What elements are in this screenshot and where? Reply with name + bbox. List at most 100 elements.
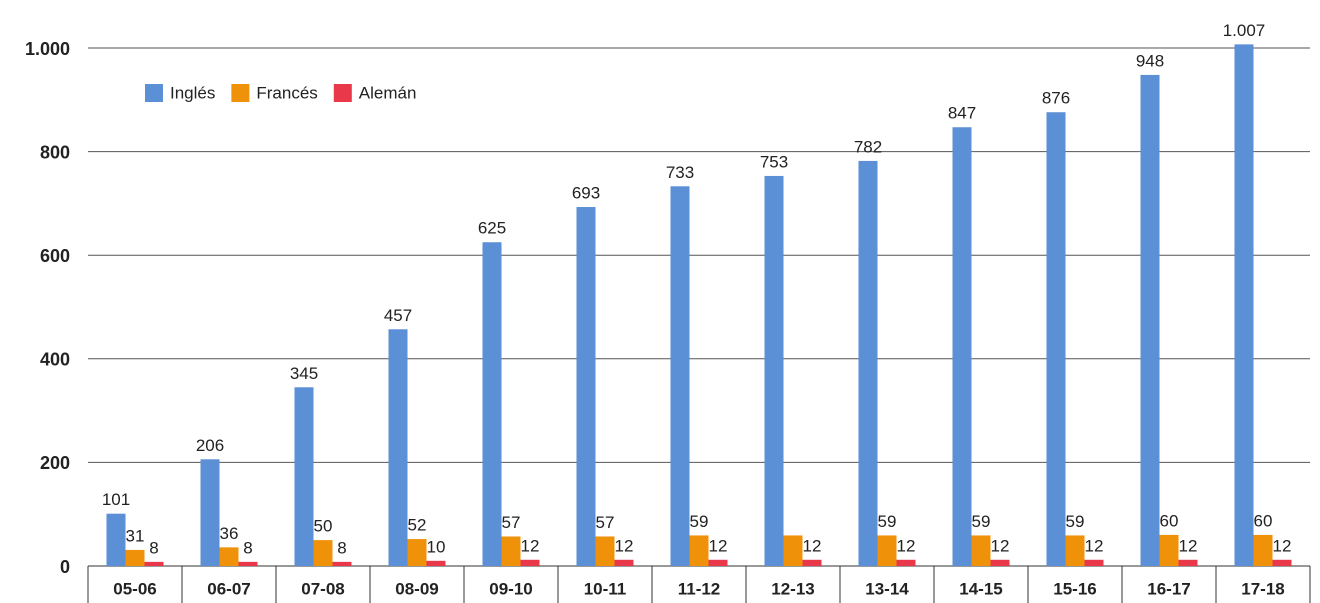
data-label: 12 [521, 536, 540, 555]
bar [294, 387, 314, 566]
bar [144, 561, 164, 566]
bar [332, 561, 352, 566]
bar [1234, 44, 1254, 566]
bar [1084, 559, 1104, 566]
legend-label: Francés [256, 83, 317, 102]
data-label: 12 [615, 536, 634, 555]
legend-label: Alemán [359, 83, 417, 102]
y-tick-label: 400 [40, 350, 70, 370]
bar [614, 559, 634, 566]
x-tick-label: 10-11 [584, 579, 627, 598]
data-label: 12 [897, 536, 916, 555]
bar [200, 459, 220, 566]
data-label: 8 [337, 538, 346, 557]
data-label: 10 [427, 537, 446, 556]
data-label: 753 [760, 152, 788, 171]
x-tick-label: 11-12 [678, 579, 721, 598]
data-label: 8 [149, 538, 158, 557]
data-label: 60 [1160, 511, 1179, 530]
data-label: 59 [1066, 512, 1085, 531]
bar [313, 540, 333, 566]
bar [708, 559, 728, 566]
data-label: 345 [290, 364, 318, 383]
data-label: 12 [1085, 536, 1104, 555]
data-label: 457 [384, 306, 412, 325]
bar [990, 559, 1010, 566]
data-label: 57 [502, 513, 521, 532]
bar [1065, 535, 1085, 566]
bar [896, 559, 916, 566]
bar [388, 329, 408, 566]
bar [426, 560, 446, 566]
x-tick-label: 16-17 [1147, 579, 1190, 598]
bar [520, 559, 540, 566]
x-tick-label: 06-07 [207, 579, 250, 598]
x-tick-label: 07-08 [301, 579, 344, 598]
bar [1140, 74, 1160, 566]
data-label: 206 [196, 436, 224, 455]
x-tick-label: 05-06 [113, 579, 156, 598]
bar [802, 559, 822, 566]
bar [576, 207, 596, 566]
data-label: 847 [948, 104, 976, 123]
y-tick-label: 1.000 [25, 39, 70, 59]
bar [1253, 534, 1273, 566]
bar [219, 547, 239, 566]
bar [1046, 112, 1066, 567]
data-label: 12 [709, 536, 728, 555]
bar [501, 536, 521, 566]
x-tick-label: 09-10 [489, 579, 532, 598]
bar [1159, 534, 1179, 566]
data-label: 36 [220, 524, 239, 543]
data-label: 693 [572, 184, 600, 203]
data-label: 101 [102, 490, 130, 509]
data-label: 948 [1136, 51, 1164, 70]
x-tick-label: 15-16 [1053, 579, 1096, 598]
data-label: 782 [854, 137, 882, 156]
data-label: 8 [243, 538, 252, 557]
bar [858, 160, 878, 566]
x-tick-label: 12-13 [771, 579, 814, 598]
data-label: 59 [972, 512, 991, 531]
bar [764, 175, 784, 567]
bar [783, 535, 803, 566]
bar [482, 242, 502, 566]
legend-swatch [145, 84, 163, 102]
legend-swatch [333, 84, 352, 102]
data-label: 12 [1179, 536, 1198, 555]
bar [595, 536, 615, 566]
y-tick-label: 600 [40, 246, 70, 266]
bar [125, 549, 145, 566]
bar [971, 535, 991, 566]
data-label: 12 [1273, 536, 1292, 555]
data-label: 60 [1254, 511, 1273, 530]
bar [689, 535, 709, 566]
data-label: 59 [878, 512, 897, 531]
data-label: 625 [478, 219, 506, 238]
x-tick-label: 13-14 [865, 579, 909, 598]
bar [1272, 559, 1292, 566]
x-tick-label: 14-15 [959, 579, 1002, 598]
data-label: 12 [991, 536, 1010, 555]
data-label: 50 [314, 517, 333, 536]
data-label: 57 [596, 513, 615, 532]
data-label: 876 [1042, 89, 1070, 108]
data-label: 12 [803, 536, 822, 555]
bar [106, 513, 126, 566]
y-tick-label: 800 [40, 142, 70, 162]
bar [1178, 559, 1198, 566]
data-label: 733 [666, 163, 694, 182]
legend-label: Inglés [170, 83, 215, 102]
data-label: 59 [690, 512, 709, 531]
bar [952, 127, 972, 566]
legend-swatch [231, 84, 250, 102]
bar [238, 561, 258, 566]
bar [407, 539, 427, 566]
x-tick-label: 17-18 [1241, 579, 1284, 598]
data-label: 1.007 [1223, 21, 1266, 40]
x-tick-label: 08-09 [395, 579, 438, 598]
y-tick-label: 200 [40, 453, 70, 473]
data-label: 52 [408, 516, 427, 535]
bar [670, 186, 690, 566]
